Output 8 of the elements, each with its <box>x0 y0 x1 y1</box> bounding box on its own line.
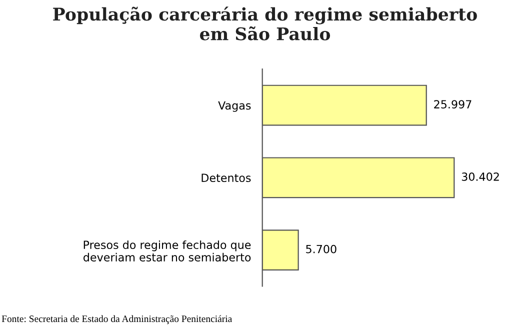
data-label: 30.402 <box>462 172 499 181</box>
y-tick-label: Vagas <box>218 101 251 112</box>
source-note: Fonte: Secretaria de Estado da Administração Penitenciária <box>2 315 232 324</box>
y-tick-label: Presos do regime fechado que deveriam estar no semiaberto <box>84 240 251 262</box>
y-tick-label: Detentos <box>202 174 251 182</box>
chart-title: População carcerária do regime semiaberto em São Paulo <box>53 6 477 40</box>
data-label: 25.997 <box>434 100 472 109</box>
data-label: 5.700 <box>306 244 336 254</box>
